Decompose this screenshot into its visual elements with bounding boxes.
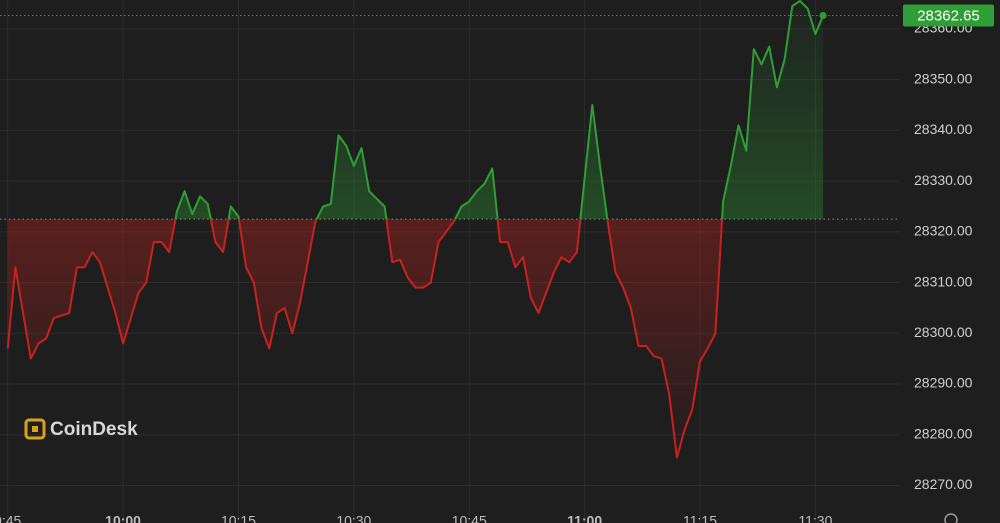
y-tick-label: 28330.00 [914,172,973,188]
price-line [6,0,825,459]
x-tick-label: 10:45 [452,513,487,523]
x-tick-label: 11:00 [567,513,602,523]
x-tick-label: 10:30 [336,513,371,523]
x-tick-label: 10:00 [105,513,141,523]
y-tick-label: 28320.00 [914,223,973,239]
watermark-icon [32,426,38,432]
y-tick-label: 28280.00 [914,425,973,441]
watermark-text: CoinDesk [50,419,138,440]
plot [0,0,900,459]
price-badge-label: 28362.65 [917,7,980,24]
x-tick-label: 11:30 [798,513,832,523]
watermark-icon [24,418,46,440]
y-tick-label: 28290.00 [914,375,973,391]
y-tick-label: 28300.00 [914,324,973,340]
watermark: CoinDesk [24,418,138,440]
y-tick-label: 28350.00 [914,70,973,86]
x-tick-label: 10:15 [221,513,256,523]
y-tick-label: 28310.00 [914,273,973,289]
y-tick-label: 28340.00 [914,121,973,137]
area [7,1,824,458]
y-tick-label: 28270.00 [914,476,973,492]
price-badge [903,4,994,27]
grid [0,0,900,523]
settings-icon[interactable] [944,513,958,523]
x-tick-label: 9:45 [0,513,22,523]
x-tick-label: 11:15 [683,513,717,523]
last-point [819,11,827,19]
